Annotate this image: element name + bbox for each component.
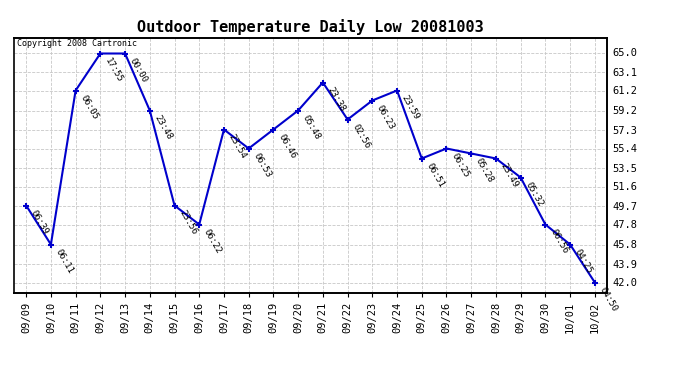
Text: 06:46: 06:46 bbox=[276, 132, 297, 160]
Text: 06:23: 06:23 bbox=[375, 103, 396, 131]
Text: 04:50: 04:50 bbox=[598, 285, 619, 313]
Text: 06:39: 06:39 bbox=[29, 208, 50, 236]
Text: 06:25: 06:25 bbox=[449, 151, 471, 179]
Text: 06:51: 06:51 bbox=[424, 161, 446, 189]
Text: Copyright 2008 Cartronic: Copyright 2008 Cartronic bbox=[17, 39, 137, 48]
Text: 02:56: 02:56 bbox=[351, 122, 372, 150]
Text: 06:05: 06:05 bbox=[79, 93, 99, 121]
Text: 23:54: 23:54 bbox=[227, 132, 248, 160]
Text: 17:55: 17:55 bbox=[103, 56, 124, 84]
Text: 23:49: 23:49 bbox=[499, 161, 520, 189]
Text: 06:53: 06:53 bbox=[251, 151, 273, 179]
Text: 04:25: 04:25 bbox=[573, 247, 594, 275]
Text: 05:32: 05:32 bbox=[524, 180, 544, 208]
Text: 05:48: 05:48 bbox=[301, 113, 322, 141]
Title: Outdoor Temperature Daily Low 20081003: Outdoor Temperature Daily Low 20081003 bbox=[137, 19, 484, 35]
Text: 23:38: 23:38 bbox=[326, 85, 347, 113]
Text: 00:00: 00:00 bbox=[128, 56, 149, 84]
Text: 06:11: 06:11 bbox=[54, 247, 75, 275]
Text: 23:59: 23:59 bbox=[400, 93, 421, 121]
Text: 06:22: 06:22 bbox=[202, 227, 224, 255]
Text: 06:56: 06:56 bbox=[548, 227, 569, 255]
Text: 23:48: 23:48 bbox=[152, 113, 174, 141]
Text: 23:56: 23:56 bbox=[177, 208, 199, 236]
Text: 05:28: 05:28 bbox=[474, 156, 495, 184]
